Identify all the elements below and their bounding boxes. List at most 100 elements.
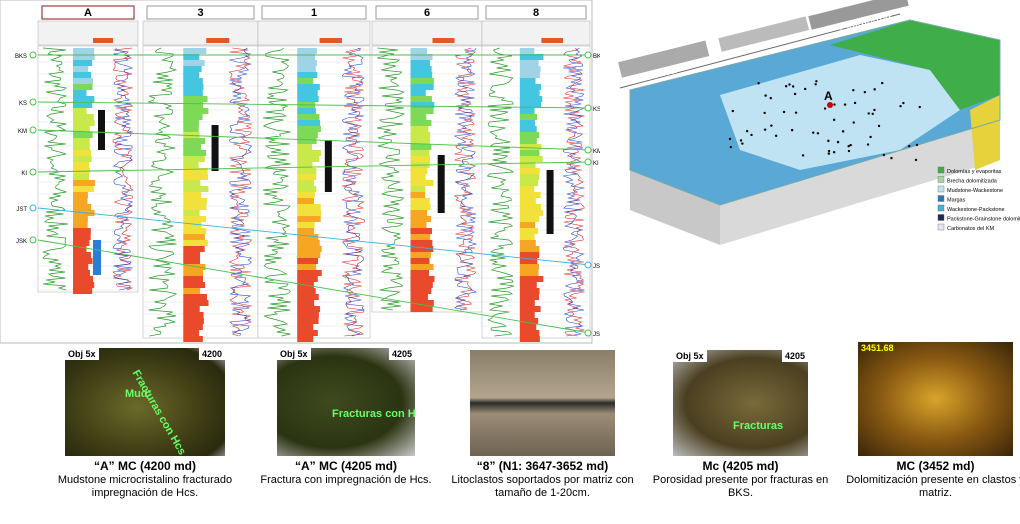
depth-tag: 3451.68 (858, 342, 897, 354)
lithology (520, 84, 541, 90)
lithology (297, 216, 320, 222)
lithology (297, 78, 313, 84)
caption-text: Dolomitización presente en clastos y mat… (846, 474, 1020, 499)
lithology (183, 156, 205, 162)
well-dot (883, 154, 885, 156)
lithology (297, 114, 319, 120)
lithology (520, 90, 540, 96)
well-dot (873, 88, 875, 90)
track-colors (320, 38, 342, 43)
lithology (411, 198, 430, 204)
core-bar (438, 155, 445, 213)
lithology (297, 246, 321, 252)
marker-dot (30, 127, 36, 133)
lithology (183, 300, 208, 306)
caption-text: Litoclastos soportados por matriz con ta… (451, 474, 633, 499)
well-dot (848, 150, 850, 152)
caption-text: Fractura con impregnación de Hcs. (260, 474, 431, 486)
lithology (73, 48, 94, 54)
well-dot (867, 143, 869, 145)
lithology (73, 180, 95, 186)
lithology (411, 270, 429, 276)
marker-label: KM (18, 129, 27, 135)
marker-dot (30, 169, 36, 175)
well-dot (827, 140, 829, 142)
lithology (73, 240, 89, 246)
lithology (520, 150, 540, 156)
lithology (183, 192, 201, 198)
lithology (297, 66, 316, 72)
well-dot (881, 82, 883, 84)
legend-swatch (938, 205, 944, 211)
lithology (297, 252, 320, 258)
photo-label: Fracturas con Hcs (332, 408, 415, 420)
well-dot (902, 102, 904, 104)
lithology (520, 144, 542, 150)
lithology (73, 186, 94, 192)
lithology (520, 270, 539, 276)
lithology (297, 276, 318, 282)
lithology (520, 264, 539, 270)
well-dot (788, 83, 790, 85)
lithology (297, 294, 319, 300)
marker-label: JST (593, 264, 600, 270)
lithology (411, 264, 434, 270)
well-dot (833, 119, 835, 121)
well-dot (804, 88, 806, 90)
lithology (73, 90, 86, 96)
legend-swatch (938, 167, 944, 173)
photo-label: Fracturas (733, 420, 783, 432)
lithology (73, 216, 88, 222)
lithology (520, 252, 539, 258)
lithology (520, 186, 534, 192)
well-dot (833, 103, 835, 105)
lithology (73, 84, 92, 90)
lithology (297, 306, 320, 312)
lithology (183, 78, 203, 84)
lithology (297, 132, 318, 138)
well-name: 3 (197, 7, 203, 19)
lithology (411, 102, 435, 108)
lithology (297, 96, 318, 102)
photo (470, 350, 615, 456)
lithology (297, 318, 318, 324)
well-dot (791, 129, 793, 131)
lithology (297, 264, 316, 270)
lithology (183, 258, 200, 264)
lithology (183, 72, 199, 78)
well-dot (890, 157, 892, 159)
lithology (520, 294, 539, 300)
depth-tag: 4205 (389, 348, 415, 360)
lithology (411, 294, 428, 300)
well-subheader (143, 21, 258, 45)
caption-title: “A” MC (4205 md) (251, 460, 441, 473)
lithology (520, 156, 543, 162)
lithology (183, 210, 199, 216)
lithology (520, 240, 536, 246)
photo: 3451.68 (858, 342, 1013, 456)
block-diagram: CuencaTaludPlataformaADolomías y evapori… (600, 0, 1020, 340)
lithology (297, 156, 319, 162)
lithology (73, 72, 91, 78)
lithology (183, 102, 203, 108)
well-dot (864, 91, 866, 93)
well-dot (770, 97, 772, 99)
lithology (520, 324, 536, 330)
lithology (183, 330, 199, 336)
lithology (183, 288, 200, 294)
lithology (297, 186, 316, 192)
core-bar (547, 170, 554, 234)
caption: MC (3452 md)Dolomitización presente en c… (841, 460, 1020, 500)
core-bar (212, 125, 219, 171)
well-dot (853, 121, 855, 123)
lithology (411, 174, 426, 180)
lithology (183, 90, 203, 96)
lithology (297, 210, 321, 216)
objective-tag: Obj 5x (673, 350, 707, 362)
well-dot (837, 141, 839, 143)
lithology (520, 48, 534, 54)
marker-label: JST (16, 207, 27, 213)
well-dot (750, 134, 752, 136)
legend-label: Carbonatos del KM (947, 226, 994, 232)
lithology (520, 180, 538, 186)
